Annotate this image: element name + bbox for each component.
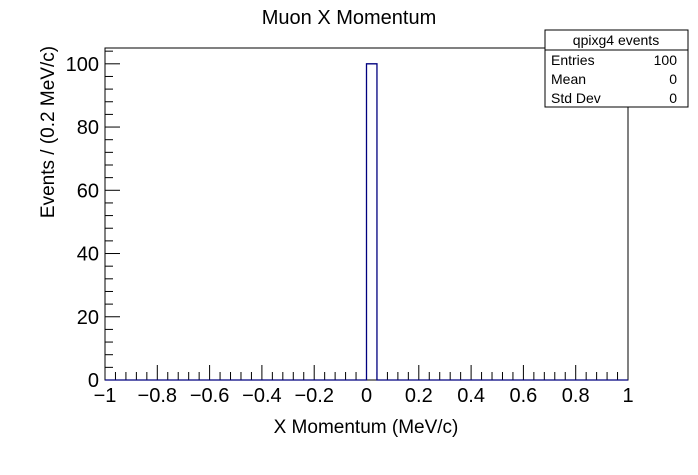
x-tick-label: 0 [361, 385, 372, 407]
y-tick-label: 100 [66, 54, 99, 76]
x-tick-label: 0.4 [457, 385, 485, 407]
y-axis-label: Events / (0.2 MeV/c) [38, 46, 59, 218]
x-tick-label: −0.6 [190, 385, 229, 407]
x-tick-label: 0.2 [405, 385, 433, 407]
y-tick-label: 0 [88, 370, 99, 392]
chart-title: Muon X Momentum [262, 7, 437, 29]
stats-entries-label: Entries [551, 52, 595, 68]
stats-box-frame [544, 29, 689, 108]
y-axis-tick-labels: 0 20 40 60 80 100 [66, 54, 99, 392]
x-axis-label: X Momentum (MeV/c) [274, 417, 459, 438]
x-tick-label: 0.6 [509, 385, 537, 407]
x-tick-label: −1 [94, 385, 117, 407]
stats-mean-value: 0 [669, 71, 677, 87]
x-tick-label: −0.8 [138, 385, 177, 407]
stats-stddev-label: Std Dev [551, 90, 601, 106]
stats-mean-label: Mean [551, 71, 586, 87]
y-tick-label: 60 [77, 180, 99, 202]
histogram-outline [105, 63, 628, 381]
stats-box: qpixg4 events Entries 100 Mean 0 Std Dev… [544, 29, 689, 108]
stats-stddev-value: 0 [669, 90, 677, 106]
x-axis-tick-labels: −1 −0.8 −0.6 −0.4 −0.2 0 0.2 0.4 0.6 0.8 1 [94, 385, 634, 407]
y-tick-label: 80 [77, 117, 99, 139]
y-tick-label: 20 [77, 307, 99, 329]
y-tick-label: 40 [77, 244, 99, 266]
x-tick-label: 1 [622, 385, 633, 407]
x-tick-label: −0.4 [242, 385, 281, 407]
x-tick-label: 0.8 [562, 385, 590, 407]
x-tick-label: −0.2 [294, 385, 333, 407]
stats-box-title: qpixg4 events [573, 32, 659, 48]
stats-entries-value: 100 [654, 52, 678, 68]
